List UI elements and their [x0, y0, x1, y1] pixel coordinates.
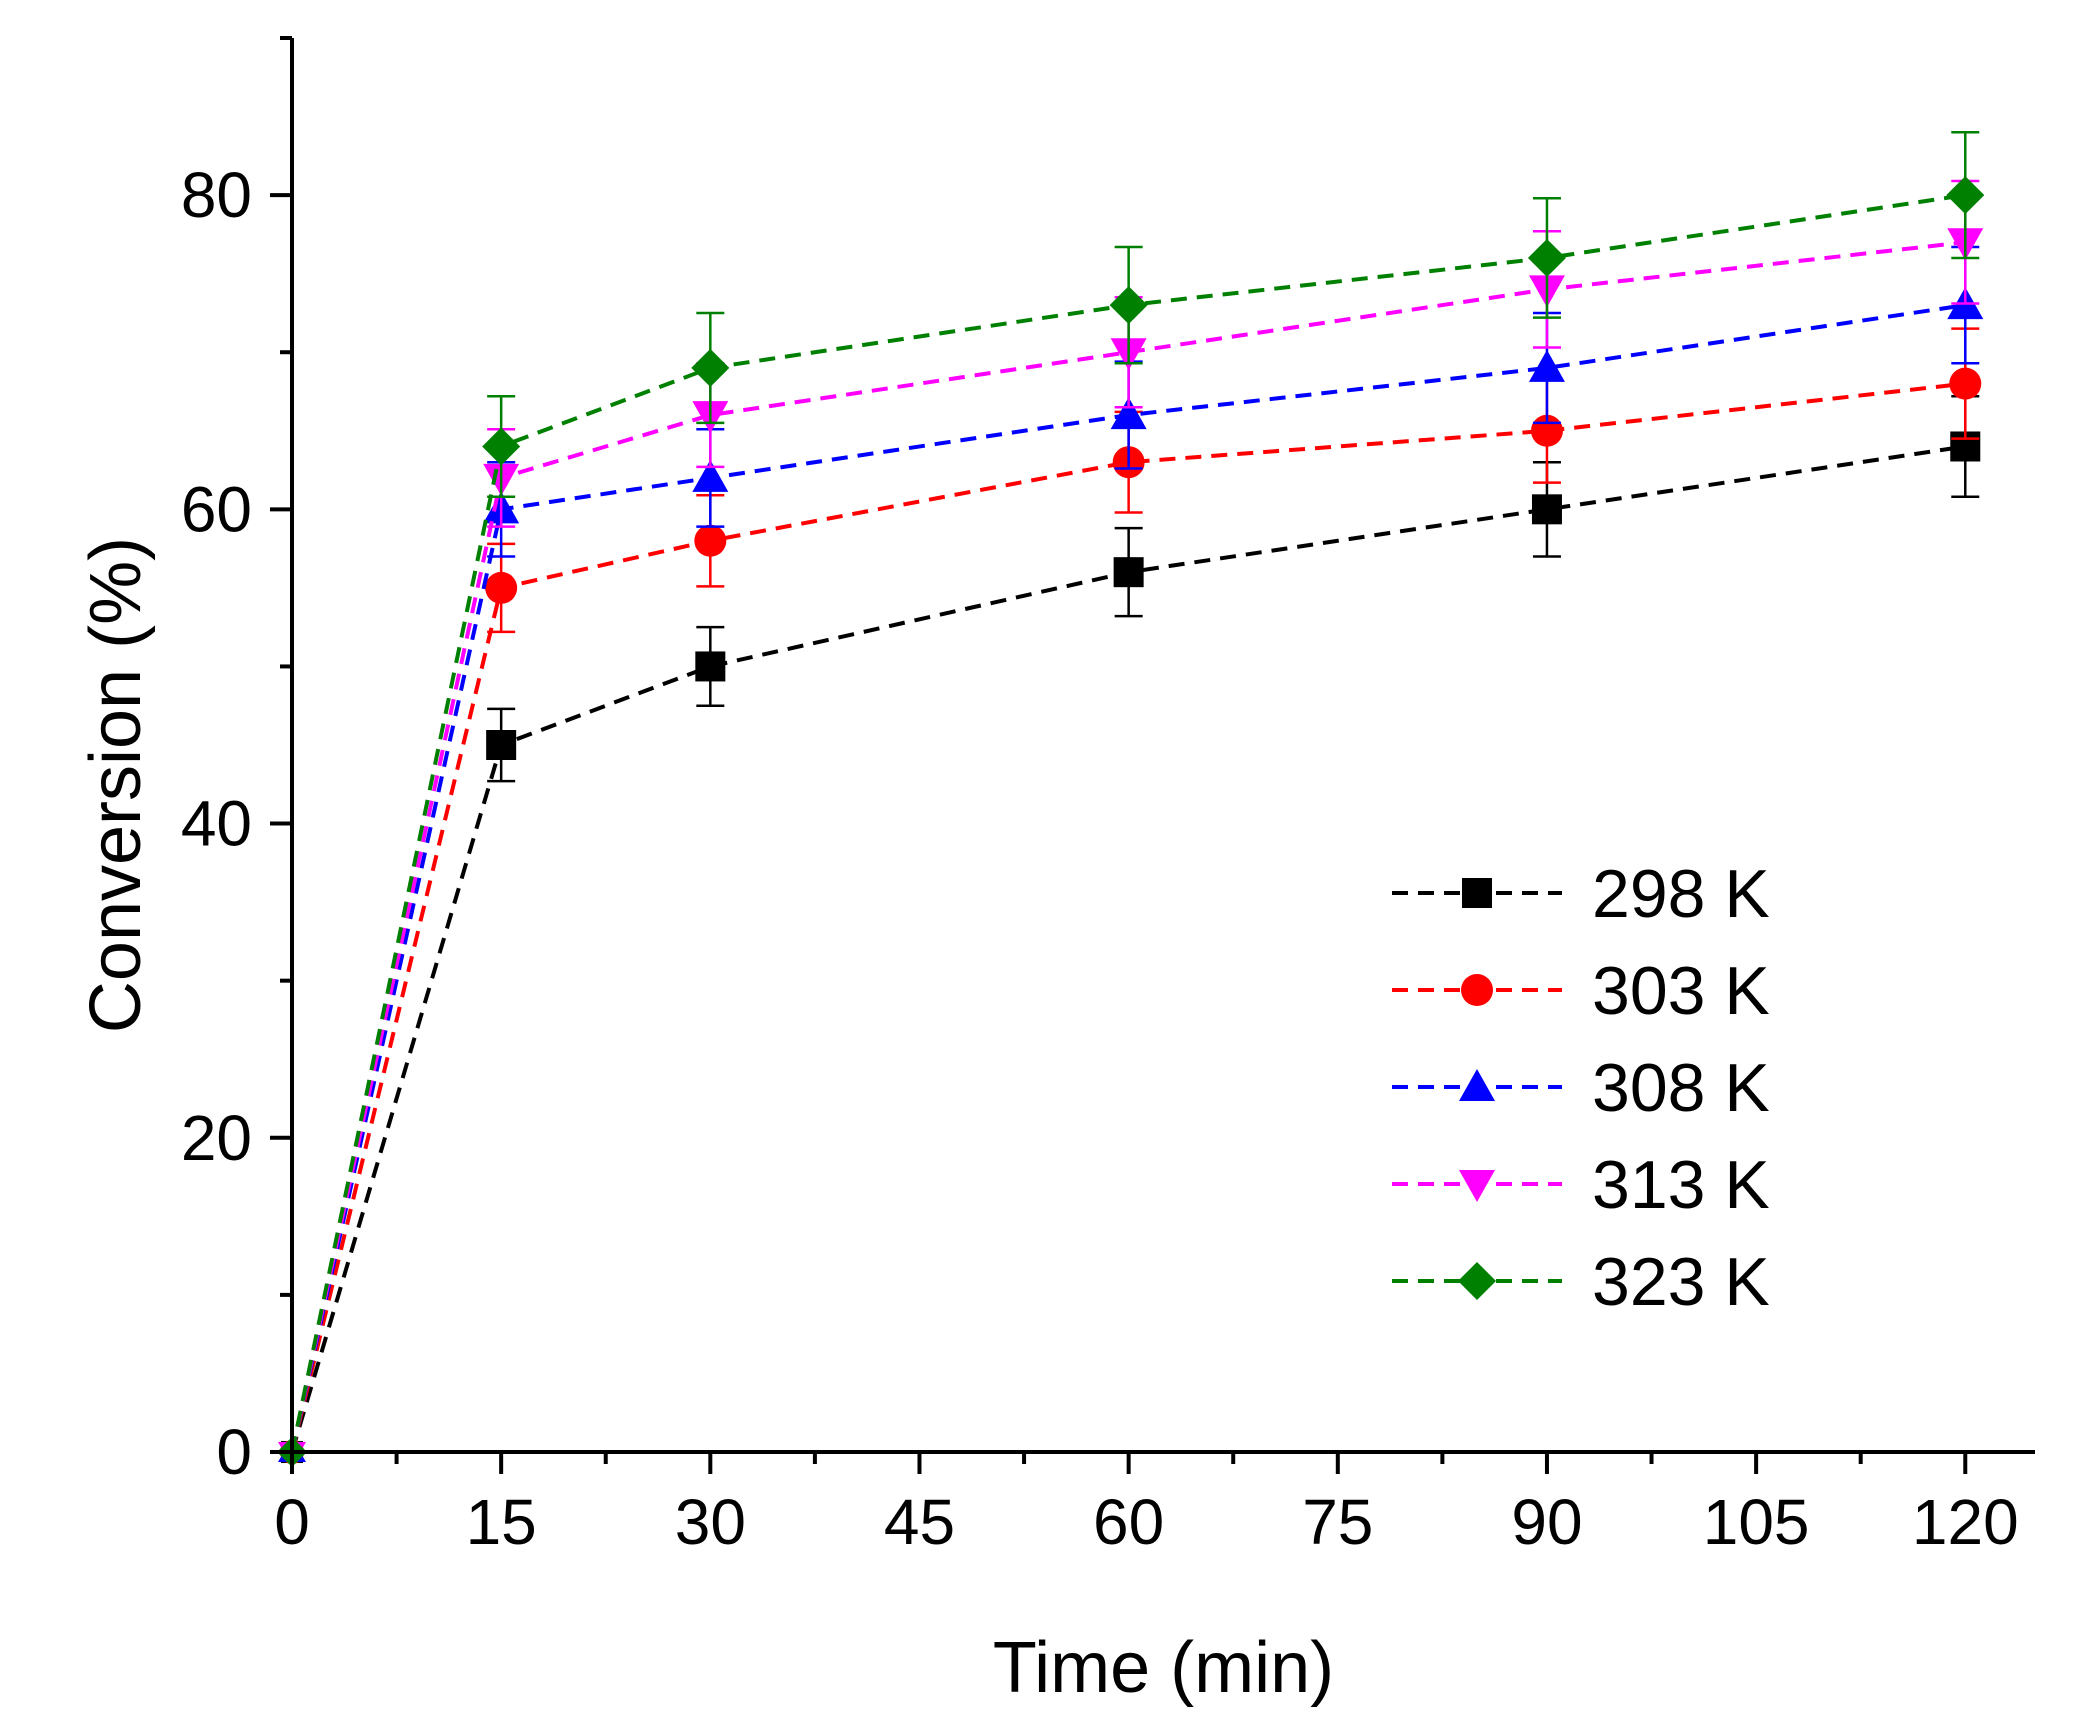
data-point-303-k-15 [485, 571, 518, 604]
data-point-303-k-30 [694, 524, 727, 557]
legend: 298 K 303 K 308 K 313 K 323 K [1392, 856, 1770, 1320]
x-tick-label: 120 [1912, 1486, 2019, 1558]
data-point-323-k-30 [691, 348, 730, 387]
legend-label: 308 K [1592, 1050, 1770, 1126]
axes-layer: 0 15 30 45 60 75 90 105 120 0 20 40 60 80 [181, 36, 2035, 1558]
y-tick-label: 0 [216, 1416, 252, 1488]
y-tick-label: 80 [181, 159, 252, 231]
data-point-308-k-30 [692, 459, 729, 492]
data-point-323-k-90 [1527, 238, 1566, 277]
y-tick-label: 40 [181, 788, 252, 860]
legend-marker [1458, 1262, 1496, 1300]
legend-marker [1459, 1170, 1495, 1202]
legend-entry-298-k: 298 K [1392, 856, 1770, 932]
data-point-308-k-60 [1110, 397, 1147, 430]
x-tick-label: 105 [1703, 1486, 1810, 1558]
legend-entry-313-k: 313 K [1392, 1147, 1770, 1223]
data-point-323-k-120 [1946, 176, 1985, 215]
legend-label: 298 K [1592, 856, 1770, 932]
y-tick-label: 20 [181, 1102, 252, 1174]
data-point-303-k-120 [1949, 367, 1982, 400]
x-tick-label: 30 [675, 1486, 746, 1558]
series-323-k [277, 131, 1985, 1467]
data-point-298-k-90 [1531, 494, 1562, 525]
legend-marker [1461, 974, 1493, 1006]
data-point-308-k-90 [1528, 349, 1565, 382]
y-tick-label: 60 [181, 473, 252, 545]
y-axis-title: Conversion (%) [76, 537, 156, 1033]
x-tick-label: 15 [466, 1486, 537, 1558]
data-point-323-k-15 [482, 427, 521, 466]
series-line-298-k [290, 444, 1966, 1453]
series-line-308-k [290, 303, 1966, 1453]
data-point-298-k-30 [695, 651, 726, 682]
legend-label: 303 K [1592, 953, 1770, 1029]
series-line-323-k [290, 193, 1966, 1453]
legend-label: 313 K [1592, 1147, 1770, 1223]
x-tick-label: 45 [884, 1486, 955, 1558]
series-layer [277, 131, 1985, 1467]
x-tick-label: 75 [1302, 1486, 1373, 1558]
x-tick-label: 60 [1093, 1486, 1164, 1558]
data-point-298-k-15 [486, 730, 517, 760]
legend-entry-303-k: 303 K [1392, 953, 1770, 1029]
series-line-303-k [290, 381, 1966, 1453]
legend-marker [1462, 878, 1492, 908]
legend-label: 323 K [1592, 1244, 1770, 1320]
x-tick-label: 0 [274, 1486, 310, 1558]
legend-entry-308-k: 308 K [1392, 1050, 1770, 1126]
data-point-323-k-60 [1109, 286, 1148, 325]
x-tick-label: 90 [1511, 1486, 1582, 1558]
legend-marker [1459, 1069, 1495, 1101]
x-axis-title: Time (min) [993, 1628, 1334, 1708]
legend-entry-323-k: 323 K [1392, 1244, 1770, 1320]
data-point-298-k-60 [1113, 557, 1144, 588]
